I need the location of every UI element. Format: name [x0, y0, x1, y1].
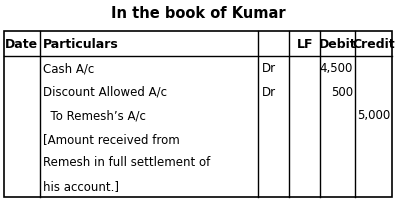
- Text: 5,000: 5,000: [357, 109, 390, 122]
- Text: Dr: Dr: [262, 85, 276, 98]
- Bar: [4, 32, 392, 197]
- Text: In the book of Kumar: In the book of Kumar: [111, 5, 285, 20]
- Text: Cash A/c: Cash A/c: [43, 62, 94, 75]
- Text: To Remesh’s A/c: To Remesh’s A/c: [43, 109, 146, 122]
- Text: Particulars: Particulars: [43, 38, 119, 51]
- Text: his account.]: his account.]: [43, 179, 119, 192]
- Text: [Amount received from: [Amount received from: [43, 132, 180, 145]
- Text: Debit: Debit: [319, 38, 356, 51]
- Text: 4,500: 4,500: [320, 62, 353, 75]
- Text: LF: LF: [297, 38, 313, 51]
- Text: Credit: Credit: [352, 38, 395, 51]
- Text: 500: 500: [331, 85, 353, 98]
- Text: Date: Date: [5, 38, 38, 51]
- Text: Remesh in full settlement of: Remesh in full settlement of: [43, 156, 210, 168]
- Text: Discount Allowed A/c: Discount Allowed A/c: [43, 85, 167, 98]
- Text: Dr: Dr: [262, 62, 276, 75]
